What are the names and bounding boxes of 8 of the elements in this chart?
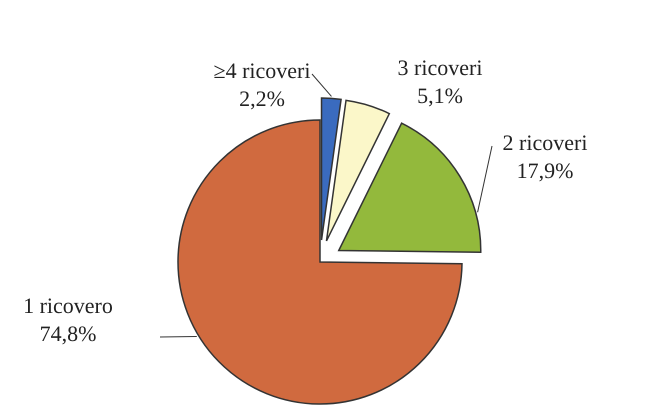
- slice-label: 3 ricoveri: [398, 55, 482, 80]
- data-label: 17,9%: [516, 158, 574, 183]
- legend-label: ≥4 ricoveri: [214, 58, 310, 83]
- slice-label: 2 ricoveri: [502, 130, 588, 155]
- data-label: 5,1%: [417, 83, 463, 108]
- data-label: 74,8%: [40, 321, 96, 346]
- slice-label: 1 ricovero: [23, 293, 113, 318]
- data-label: 2,2%: [239, 86, 285, 111]
